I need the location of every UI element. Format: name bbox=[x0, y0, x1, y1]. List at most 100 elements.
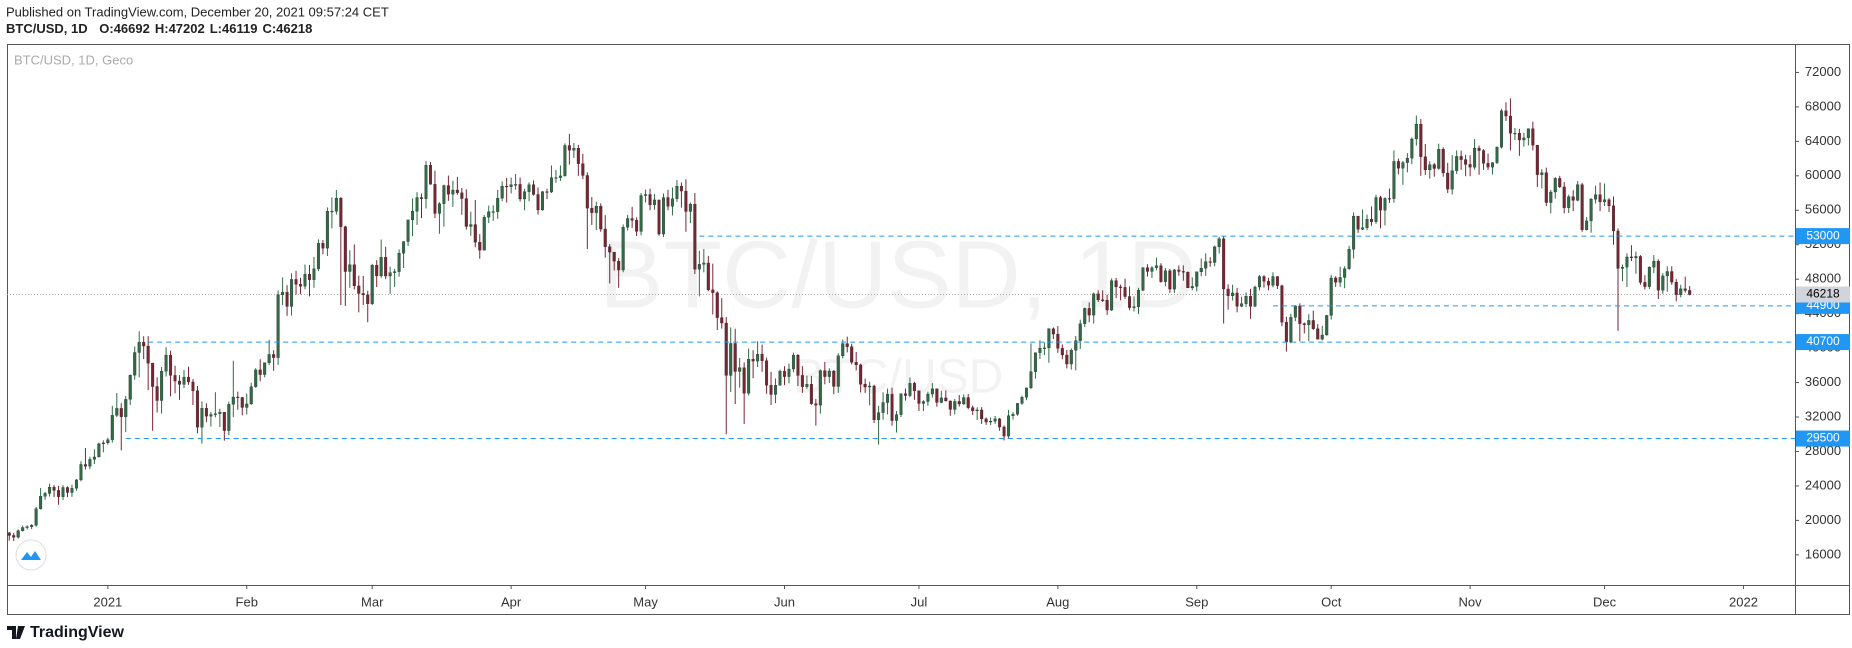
candle-body bbox=[850, 346, 854, 363]
candle-body bbox=[1423, 156, 1427, 171]
candle-body bbox=[1674, 282, 1678, 295]
candle-body bbox=[1441, 149, 1445, 174]
candle-body bbox=[1365, 219, 1369, 228]
candle-body bbox=[1625, 256, 1629, 268]
candle-body bbox=[249, 386, 253, 405]
candle-body bbox=[1208, 261, 1212, 263]
candle-body bbox=[473, 224, 477, 243]
candle-body bbox=[455, 189, 459, 193]
candle-body bbox=[738, 367, 742, 372]
candle-body bbox=[1110, 280, 1114, 311]
candle-body bbox=[1486, 163, 1490, 168]
candle-body bbox=[599, 205, 603, 230]
candle-body bbox=[1266, 281, 1270, 286]
candle-body bbox=[1096, 293, 1100, 301]
candle-body bbox=[254, 369, 258, 387]
candle-body bbox=[594, 205, 598, 213]
x-tick-label: Jul bbox=[911, 594, 928, 609]
y-tick-label: 64000 bbox=[1805, 133, 1841, 148]
candle-body bbox=[106, 439, 110, 444]
candle-body bbox=[805, 384, 809, 387]
candle-body bbox=[1544, 172, 1548, 203]
candle-body bbox=[1553, 178, 1557, 193]
candle-body bbox=[290, 279, 294, 307]
candle-body bbox=[460, 192, 464, 199]
candle-body bbox=[30, 525, 34, 527]
candle-body bbox=[836, 355, 840, 387]
candle-body bbox=[818, 370, 822, 406]
candle-body bbox=[1217, 238, 1221, 248]
candle-body bbox=[1078, 323, 1082, 341]
candle-body bbox=[1141, 267, 1145, 291]
candle-body bbox=[787, 368, 791, 377]
candle-body bbox=[1007, 415, 1011, 437]
candle-body bbox=[92, 456, 96, 460]
candle-body bbox=[12, 535, 16, 538]
candle-body bbox=[1387, 198, 1391, 200]
candle-body bbox=[688, 204, 692, 212]
candle-body bbox=[379, 257, 383, 277]
candle-body bbox=[706, 262, 710, 291]
candle-body bbox=[796, 354, 800, 376]
candle-body bbox=[630, 218, 634, 221]
candle-body bbox=[52, 486, 56, 491]
candle-body bbox=[1491, 162, 1495, 168]
candle-body bbox=[1526, 128, 1530, 139]
candle-body bbox=[1226, 288, 1230, 296]
candle-body bbox=[1370, 219, 1374, 222]
candle-body bbox=[1396, 161, 1400, 169]
candle-body bbox=[1464, 159, 1468, 165]
candle-body bbox=[1101, 299, 1105, 301]
candle-body bbox=[1145, 267, 1149, 272]
candle-body bbox=[1477, 147, 1481, 151]
candle-body bbox=[1688, 290, 1692, 295]
candle-body bbox=[1307, 320, 1311, 325]
ohlc-label: L: bbox=[210, 21, 222, 36]
level-label-box bbox=[1796, 430, 1850, 447]
chart-frame bbox=[7, 44, 1850, 615]
candle-body bbox=[697, 264, 701, 270]
candle-body bbox=[1190, 286, 1194, 289]
candle-body bbox=[782, 370, 786, 377]
candle-body bbox=[1383, 198, 1387, 211]
candle-body bbox=[34, 508, 38, 526]
candle-body bbox=[191, 381, 195, 391]
candle-body bbox=[325, 211, 329, 249]
ohlc-legend: BTC/USD, 1D O:46692 H:47202 L:46119 C:46218 bbox=[6, 21, 312, 36]
candle-body bbox=[1114, 280, 1118, 288]
candle-body bbox=[998, 418, 1002, 428]
candle-body bbox=[370, 264, 374, 304]
candle-body bbox=[1535, 144, 1539, 175]
candle-body bbox=[1020, 397, 1024, 404]
candle-body bbox=[1495, 146, 1499, 163]
level-label-box bbox=[1796, 334, 1850, 351]
candle-body bbox=[890, 393, 894, 421]
candle-body bbox=[375, 264, 379, 277]
candle-body bbox=[178, 380, 182, 385]
candle-body bbox=[1683, 288, 1687, 291]
candle-body bbox=[1150, 267, 1154, 272]
candle-body bbox=[1011, 414, 1015, 416]
candle-body bbox=[1186, 272, 1190, 289]
candle-body bbox=[1679, 288, 1683, 295]
candle-body bbox=[693, 204, 697, 270]
candle-body bbox=[1087, 308, 1091, 316]
y-tick-label: 72000 bbox=[1805, 64, 1841, 79]
candle-body bbox=[25, 526, 29, 528]
x-tick-label: Feb bbox=[236, 594, 258, 609]
candle-body bbox=[1347, 249, 1351, 269]
candle-body bbox=[1284, 322, 1288, 343]
candle-body bbox=[765, 360, 769, 386]
candle-body bbox=[16, 530, 20, 538]
candle-body bbox=[612, 251, 616, 262]
candle-body bbox=[397, 253, 401, 272]
ohlc-value: 47202 bbox=[169, 21, 205, 36]
candle-body bbox=[500, 185, 504, 199]
candle-body bbox=[74, 479, 78, 489]
candle-body bbox=[110, 415, 114, 440]
candle-body bbox=[1159, 265, 1163, 282]
candle-body bbox=[1204, 261, 1208, 269]
candle-body bbox=[213, 413, 217, 415]
candle-body bbox=[590, 207, 594, 213]
candle-body bbox=[917, 390, 921, 404]
